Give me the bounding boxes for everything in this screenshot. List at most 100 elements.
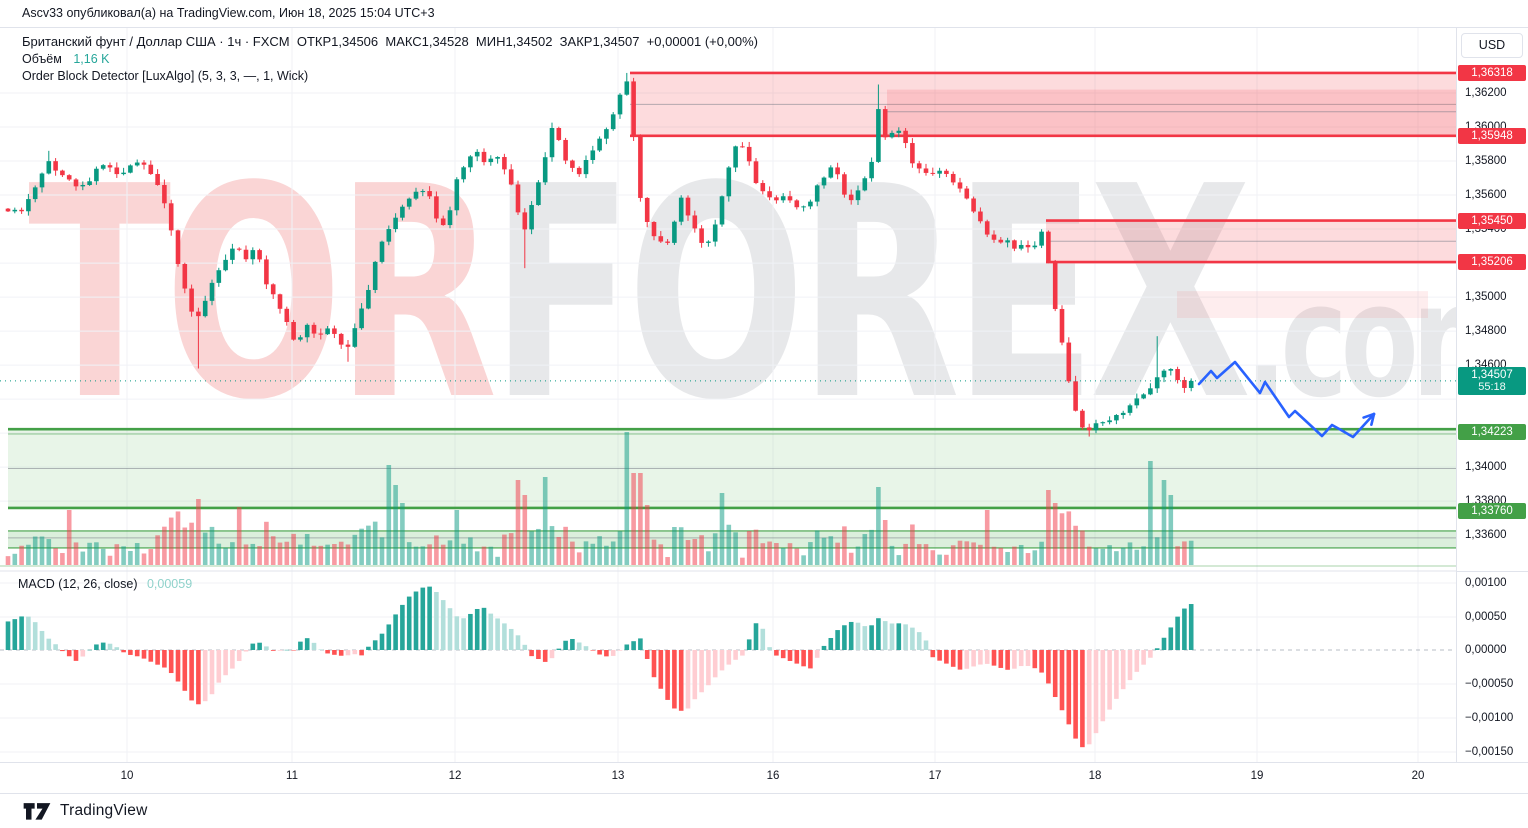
macd-histogram-bar: [563, 640, 568, 650]
volume-bar: [32, 536, 38, 565]
volume-bar: [304, 533, 310, 565]
axis-price-label: 1,35000: [1465, 291, 1507, 303]
volume-bar: [1161, 480, 1167, 565]
macd-histogram-bar: [515, 635, 521, 650]
macd-histogram-bar: [971, 650, 976, 667]
macd-histogram-bar: [223, 650, 228, 676]
macd-histogram-bar: [230, 650, 235, 669]
macd-histogram-bar: [162, 650, 167, 668]
volume-bar: [1032, 550, 1038, 565]
candle-body: [991, 234, 997, 240]
time-axis[interactable]: 10 11 12 13 16 17 18 19 20: [0, 762, 1528, 793]
axis-price-label: 1,34000: [1465, 461, 1507, 473]
volume-legend-row[interactable]: Объём 1,16 K: [22, 52, 758, 66]
volume-bar: [427, 544, 432, 565]
candle-body: [87, 181, 92, 185]
price-axis[interactable]: USD 1,36200 1,36000 1,35800 1,35600 1,35400 1…: [1456, 28, 1528, 762]
candle-body: [631, 81, 636, 136]
volume-bar: [814, 530, 820, 565]
currency-button[interactable]: USD: [1461, 33, 1523, 58]
macd-histogram-bar: [998, 650, 1004, 668]
macd-histogram-bar: [134, 650, 140, 657]
macd-histogram-bar: [828, 637, 834, 650]
volume-bar: [644, 505, 650, 565]
macd-histogram-bar: [216, 650, 222, 683]
volume-bar: [862, 534, 868, 565]
macd-histogram-bar: [1059, 650, 1065, 711]
macd-histogram-bar: [1161, 637, 1167, 650]
volume-bar: [46, 539, 52, 565]
candle-body: [107, 165, 113, 168]
candle-body: [495, 157, 500, 159]
volume-bar: [386, 465, 392, 565]
volume-bar: [984, 510, 990, 565]
volume-bar: [230, 542, 235, 565]
tradingview-brand[interactable]: TradingView: [60, 802, 148, 819]
price-badge-red: 1,35206: [1458, 254, 1526, 270]
macd-histogram-bar: [978, 650, 983, 665]
candle-body: [100, 165, 106, 169]
macd-histogram-bar: [910, 627, 915, 650]
candle-body: [658, 236, 664, 242]
candle-body: [168, 203, 174, 231]
volume-bar: [284, 541, 290, 565]
candle-body: [393, 217, 398, 230]
volume-bar: [243, 544, 249, 565]
volume-bar: [1100, 548, 1106, 565]
volume-bar: [522, 495, 528, 565]
candles-layer: [5, 72, 1194, 437]
macd-histogram-bar: [1086, 650, 1092, 745]
volume-bar: [590, 543, 596, 565]
time-axis-label: 12: [448, 770, 462, 782]
macd-histogram-bar: [196, 650, 201, 705]
volume-bar: [957, 540, 963, 565]
macd-histogram-bar: [284, 649, 290, 651]
volume-bar: [236, 507, 242, 565]
volume-bar: [597, 536, 602, 565]
volume-bar: [155, 535, 160, 565]
volume-bar: [570, 541, 575, 565]
macd-histogram-bar: [1107, 650, 1112, 710]
main-chart-canvas[interactable]: [0, 28, 1456, 762]
indicator-legend-row[interactable]: Order Block Detector [LuxAlgo] (5, 3, 3,…: [22, 69, 309, 83]
volume-bar: [617, 531, 623, 565]
candle-body: [46, 161, 52, 174]
tradingview-logo-icon[interactable]: [22, 800, 52, 822]
macd-histogram-bar: [719, 650, 725, 671]
candle-body: [481, 151, 487, 163]
candle-body: [264, 259, 269, 285]
volume-bar: [903, 543, 908, 565]
volume-bar: [366, 525, 371, 565]
axis-price-label: 0,00000: [1465, 644, 1507, 656]
symbol-legend-row[interactable]: Британский фунт / Доллар США · 1ч · FXCM…: [22, 34, 758, 49]
candle-body: [923, 168, 929, 173]
volume-bar: [270, 536, 276, 565]
macd-histogram-bar: [780, 650, 786, 659]
candle-body: [19, 209, 24, 212]
candle-body: [1080, 410, 1085, 428]
chart-legend[interactable]: Британский фунт / Доллар США · 1ч · FXCM…: [22, 34, 758, 83]
macd-histogram-bar: [712, 650, 718, 678]
volume-bar: [1168, 495, 1174, 565]
macd-histogram-bar: [672, 650, 677, 709]
volume-bar: [1107, 545, 1112, 565]
volume-bar: [1080, 530, 1085, 565]
candle-body: [1005, 240, 1010, 243]
volume-bar: [760, 543, 766, 565]
volume-bar: [665, 557, 670, 565]
macd-histogram-bar: [19, 616, 24, 650]
macd-histogram-bar: [1066, 650, 1072, 725]
candle-body: [128, 165, 133, 173]
volume-bar: [638, 473, 643, 565]
macd-histogram-bar: [740, 650, 745, 656]
candle-body: [835, 167, 840, 175]
macd-legend-row[interactable]: MACD (12, 26, close) 0,00059: [18, 577, 192, 591]
candle-body: [400, 206, 405, 218]
volume-bar: [719, 493, 725, 565]
volume-bar: [808, 542, 813, 565]
candle-body: [842, 174, 847, 195]
watermark: TORFOREX.com: [28, 148, 1528, 440]
volume-bar: [542, 477, 548, 565]
candle-body: [808, 201, 813, 207]
candle-body: [502, 157, 507, 170]
